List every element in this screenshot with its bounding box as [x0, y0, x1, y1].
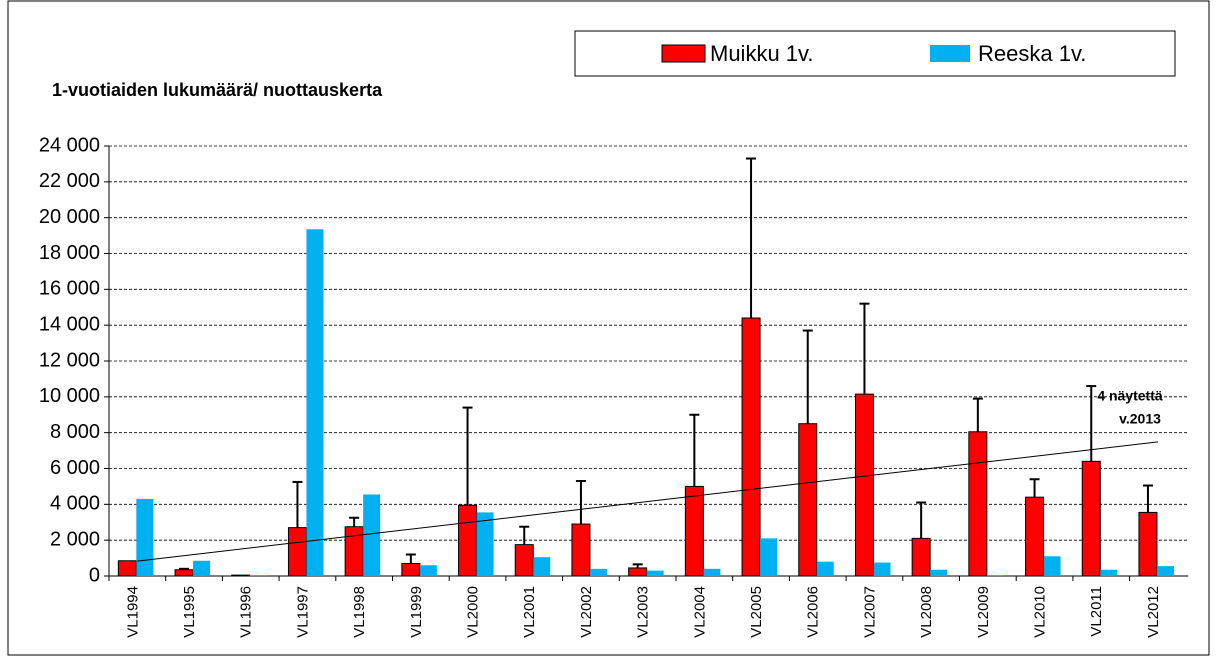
- x-tick-label: VL2001: [521, 586, 538, 638]
- y-tick-label: 8 000: [50, 421, 100, 443]
- bar: [930, 569, 948, 576]
- error-bar: [916, 501, 927, 539]
- bar: [798, 423, 818, 577]
- error-bar: [405, 553, 416, 564]
- x-tick-label: VL2003: [635, 586, 652, 638]
- bar: [968, 431, 988, 577]
- bar: [873, 562, 891, 576]
- error-bar: [575, 480, 586, 525]
- x-tick-label: VL2005: [748, 586, 765, 638]
- bar: [401, 562, 421, 577]
- x-tick-label: VL1998: [351, 586, 368, 638]
- y-tick-label: 12 000: [39, 349, 100, 371]
- x-tick-label: VL2004: [691, 586, 708, 638]
- bar: [249, 575, 267, 576]
- bar: [589, 568, 607, 576]
- error-bar: [349, 516, 360, 527]
- bar: [684, 485, 704, 577]
- legend-swatch: [661, 44, 706, 63]
- bar: [514, 544, 534, 577]
- x-tick-label: VL2010: [1032, 586, 1049, 638]
- bar: [476, 512, 494, 576]
- bar: [646, 570, 664, 576]
- error-bar: [859, 302, 870, 395]
- bar: [117, 560, 137, 577]
- x-tick-label: VL1996: [238, 586, 255, 638]
- y-tick-label: 10 000: [39, 385, 100, 407]
- legend-label: Muikku 1v.: [710, 41, 814, 66]
- bar: [1156, 566, 1174, 576]
- error-bar: [802, 329, 813, 424]
- chart-frame: [7, 0, 1210, 656]
- bar: [1138, 511, 1158, 577]
- trendline: [137, 441, 1159, 562]
- error-bar: [1029, 478, 1040, 498]
- x-tick-label: VL2011: [1088, 586, 1105, 637]
- x-tick-label: VL2012: [1145, 586, 1162, 638]
- bar: [1043, 556, 1061, 576]
- bar: [854, 393, 874, 577]
- x-tick-label: VL1999: [408, 586, 425, 638]
- y-tick-label: 18 000: [39, 242, 100, 264]
- bar: [287, 527, 307, 577]
- bar: [986, 575, 1004, 576]
- y-tick-label: 4 000: [50, 493, 100, 515]
- bar: [231, 574, 251, 577]
- bar: [816, 561, 834, 576]
- bar: [363, 494, 381, 576]
- x-tick-label: VL2000: [465, 586, 482, 638]
- legend-swatch: [930, 45, 970, 62]
- bar: [533, 557, 551, 576]
- x-tick-label: VL2009: [975, 586, 992, 638]
- error-bar: [519, 525, 530, 545]
- bar: [458, 504, 478, 577]
- y-tick-label: 0: [89, 564, 100, 586]
- y-tick-label: 20 000: [39, 206, 100, 228]
- x-tick-label: VL1994: [124, 586, 141, 638]
- error-bar: [972, 397, 983, 432]
- bar: [760, 538, 778, 576]
- y-tick-label: 16 000: [39, 278, 100, 300]
- bar: [174, 569, 194, 577]
- y-tick-label: 6 000: [50, 457, 100, 479]
- x-tick-label: VL1997: [294, 586, 311, 638]
- x-tick-label: VL2006: [805, 586, 822, 638]
- bar: [306, 229, 324, 576]
- y-tick-label: 14 000: [39, 313, 100, 335]
- bar: [741, 317, 761, 577]
- bar: [419, 565, 437, 576]
- bar: [1025, 496, 1045, 577]
- bar: [703, 568, 721, 576]
- bar: [1081, 460, 1101, 577]
- x-tick-label: VL2008: [918, 586, 935, 638]
- bar: [136, 498, 154, 576]
- x-tick-label: VL1995: [181, 586, 198, 638]
- bar: [344, 526, 364, 577]
- error-bar: [179, 567, 190, 570]
- y-tick-label: 2 000: [50, 528, 100, 550]
- bar: [571, 523, 591, 577]
- x-tick-label: VL2007: [861, 586, 878, 638]
- bar: [1100, 569, 1118, 576]
- bar: [193, 560, 211, 576]
- y-tick-label: 24 000: [39, 134, 100, 156]
- legend-items: Muikku 1v. Reeska 1v.: [661, 41, 1086, 66]
- error-bar: [462, 406, 473, 506]
- error-bar: [632, 563, 643, 568]
- error-bar: [1142, 484, 1153, 513]
- chart-title: 1-vuotiaiden lukumäärä/ nuottauskerta: [52, 80, 383, 100]
- bar: [628, 567, 648, 577]
- bar: [911, 537, 931, 577]
- error-bar: [689, 413, 700, 487]
- annotation: v.2013: [1119, 411, 1161, 427]
- y-tick-label: 22 000: [39, 170, 100, 192]
- annotation: 4 näytettä: [1097, 388, 1163, 404]
- error-bar: [1086, 385, 1097, 462]
- error-bar: [292, 480, 303, 528]
- error-bar: [746, 157, 757, 318]
- legend-label: Reeska 1v.: [978, 41, 1086, 66]
- x-tick-label: VL2002: [578, 586, 595, 638]
